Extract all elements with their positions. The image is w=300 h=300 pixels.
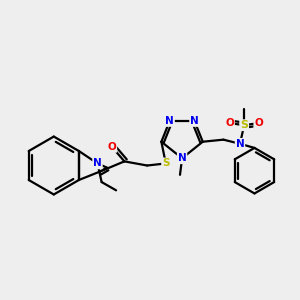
Text: N: N (178, 153, 186, 163)
Text: N: N (165, 116, 174, 126)
Text: O: O (108, 142, 116, 152)
Text: O: O (254, 118, 263, 128)
Text: S: S (162, 158, 169, 168)
Text: N: N (93, 158, 102, 168)
Text: S: S (240, 120, 248, 130)
Text: N: N (236, 139, 244, 149)
Text: O: O (225, 118, 234, 128)
Text: N: N (190, 116, 199, 126)
